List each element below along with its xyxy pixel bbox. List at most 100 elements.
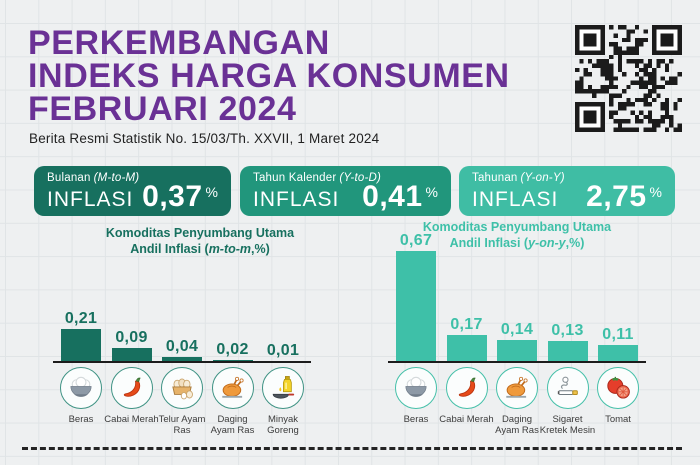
inflation-period-label: Tahun Kalender (Y-to-D) [253,172,438,184]
bar [547,341,588,363]
category-label: Cabai Merah [439,414,494,425]
bar-value-label: 0,04 [165,338,199,355]
chart-title: Komoditas Penyumbang Utama Andil Inflasi… [65,226,335,257]
bar-column: 0,13 [547,322,588,363]
page-title-line-2: INDEKS HARGA KONSUMEN [28,57,510,95]
cigarette-icon [546,367,589,409]
bar-value-label: 0,67 [399,232,433,249]
period-text: Tahun Kalender [253,172,337,184]
release-subtitle: Berita Resmi Statistik No. 15/03/Th. XXV… [29,131,380,146]
chart-subtitle-italic: m-to-m [208,241,252,256]
bar-value-label: 0,13 [551,322,584,339]
chart-subtitle-text: Andil Inflasi ( [130,241,209,256]
percent-sign: % [205,184,218,200]
bar-column: 0,11 [598,326,638,363]
period-note: (M-to-M) [93,172,140,184]
inflation-number: 2,75 % [586,180,662,213]
bar-column: 0,04 [162,338,202,363]
category-label: Daging Ayam Ras [210,414,255,436]
inflation-number: 0,41 % [362,180,438,213]
category-label: Minyak Goreng [267,414,299,436]
category-label: Daging Ayam Ras [495,414,539,436]
bar-value-label: 0,21 [64,310,98,327]
chart-subtitle-line: Andil Inflasi (m-to-m,%) [65,242,335,258]
page-title-line-3: FEBRUARI 2024 [28,90,297,128]
chart-subtitle-text: Andil Inflasi ( [449,235,529,250]
inflation-value-row: INFLASI 2,75 % [472,180,662,213]
bar-value-label: 0,14 [500,321,534,338]
inflation-label: INFLASI [253,188,340,211]
bar-value-label: 0,09 [115,329,148,346]
bar [396,251,436,363]
roast-chicken-icon [496,367,538,409]
bar-column: 0,17 [446,316,487,363]
bar [446,335,487,363]
percent-sign: % [649,184,662,200]
chart-title-line: Komoditas Penyumbang Utama [422,220,612,234]
tomato-icon [597,367,639,409]
bar-column: 0,09 [111,329,152,363]
red-chili-icon [445,367,488,409]
category-label: Cabai Merah [104,414,159,425]
bar-value-label: 0,01 [266,342,300,359]
bar [497,340,537,363]
category-label: Beras [68,414,94,425]
inflation-label: INFLASI [472,188,559,211]
bar-value-label: 0,17 [450,316,483,333]
bar-column: 0,67 [396,232,436,363]
bar-column: 0,14 [497,321,537,363]
dashed-divider [22,447,682,450]
rice-bowl-icon [60,367,102,409]
inflation-value: 0,41 [362,180,423,213]
chart-subtitle-line: Andil Inflasi (y-on-y,%) [382,236,652,252]
bar [162,357,202,363]
bar [61,329,101,363]
roast-chicken-icon [211,367,254,409]
chart-subtitle-italic: y-on-y [528,235,566,250]
inflation-box-year-on-year: Tahunan (Y-on-Y) INFLASI 2,75 % [459,166,675,216]
page-title: PERKEMBANGAN INDEKS HARGA KONSUMEN FEBRU… [28,26,510,128]
inflation-number: 0,37 % [142,180,218,213]
period-text: Tahunan [472,172,518,184]
bar-value-label: 0,11 [602,326,634,343]
period-note: (Y-on-Y) [520,172,565,184]
inflation-box-monthly: Bulanan (M-to-M) INFLASI 0,37 % [34,166,231,216]
rice-bowl-icon [395,367,437,409]
inflation-box-year-to-date: Tahun Kalender (Y-to-D) INFLASI 0,41 % [240,166,451,216]
inflation-value-row: INFLASI 0,37 % [47,180,218,213]
bar-column: 0,21 [61,310,101,363]
red-chili-icon [110,367,153,409]
category-icons-row [55,366,310,410]
category-label: Beras [403,414,429,425]
inflation-label: INFLASI [47,188,134,211]
percent-sign: % [425,184,438,200]
inflation-period-label: Tahunan (Y-on-Y) [472,172,662,184]
category-label: Tomat [605,414,631,425]
category-label: Telur Ayam Ras [158,414,206,436]
chart-title-line: Komoditas Penyumbang Utama [105,226,295,240]
period-text: Bulanan [47,172,91,184]
bar-plot-area: 0,67 0,17 0,14 0,13 0,11 [390,232,645,363]
inflation-value-row: INFLASI 0,41 % [253,180,438,213]
bar-value-label: 0,02 [216,341,249,358]
x-axis-line [388,361,646,364]
bar [111,348,152,363]
bar-column: 0,01 [263,342,303,363]
category-icons-row [390,366,645,410]
chart-subtitle-text: ,%) [565,235,585,250]
bar-plot-area: 0,21 0,09 0,04 0,02 0,01 [55,233,310,363]
bar-column: 0,02 [212,341,253,363]
bar [598,345,638,363]
period-note: (Y-to-D) [339,172,382,184]
x-axis-line [53,361,311,364]
eggs-icon [161,367,203,409]
chart-title: Komoditas Penyumbang Utama Andil Inflasi… [382,220,652,251]
inflation-period-label: Bulanan (M-to-M) [47,172,218,184]
category-label: Sigaret Kretek Mesin [539,414,596,436]
chart-subtitle-text: ,%) [251,241,270,256]
inflation-value: 0,37 [142,180,203,213]
inflation-value: 2,75 [586,180,647,213]
qr-code [575,25,682,132]
cooking-oil-icon [262,367,304,409]
